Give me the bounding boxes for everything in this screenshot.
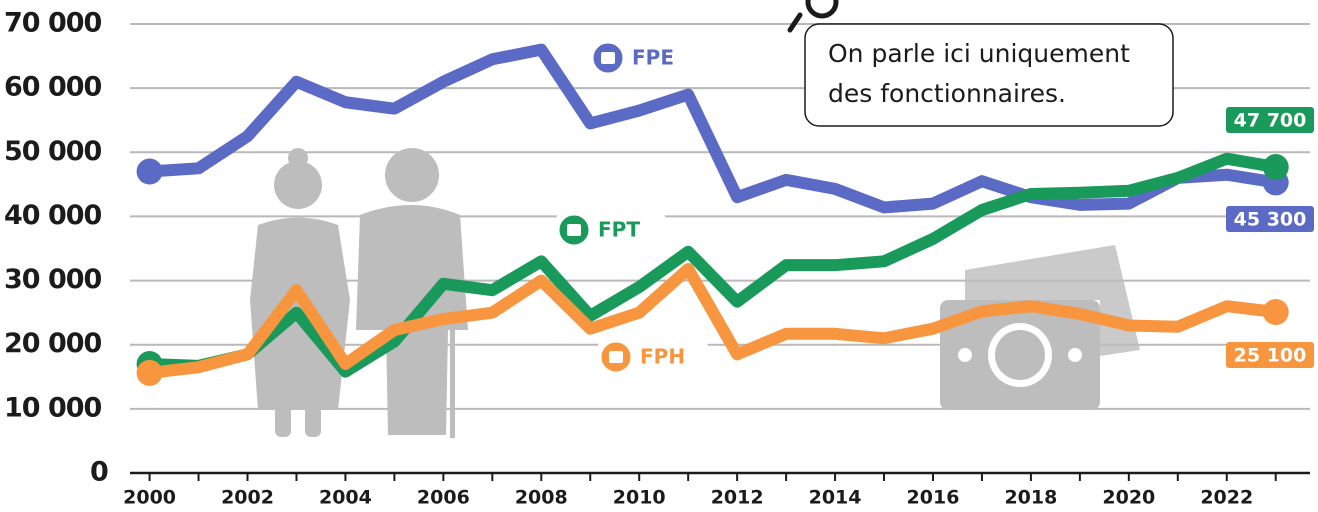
dot <box>958 348 972 362</box>
y-tick-label: 40 000 <box>4 200 102 231</box>
legend-label: FPE <box>632 46 674 70</box>
end-point <box>137 360 163 386</box>
value-label-text: 45 300 <box>1234 209 1307 231</box>
x-tick-label: 2006 <box>417 487 470 509</box>
chip-icon-glyph <box>609 351 623 363</box>
annotation: On parle ici uniquement des fonctionnair… <box>790 0 1173 126</box>
x-tick-label: 2010 <box>613 487 666 509</box>
series-chip: FPH <box>598 339 708 375</box>
woman-leg <box>275 405 291 437</box>
woman-leg <box>305 405 321 437</box>
value-label-text: 47 700 <box>1234 110 1307 132</box>
y-tick-label: 60 000 <box>4 72 102 103</box>
y-tick-label: 70 000 <box>4 8 102 39</box>
man-head <box>385 148 439 202</box>
woman-bun <box>288 148 308 168</box>
chart: On parle ici uniquement des fonctionnair… <box>0 0 1318 512</box>
chip-icon-glyph <box>601 52 615 64</box>
value-label: 47 700 <box>1226 107 1314 133</box>
x-tick-label: 2004 <box>319 487 372 509</box>
note-line: des fonctionnaires. <box>828 79 1066 108</box>
value-label: 25 100 <box>1226 342 1314 368</box>
woman-head <box>274 161 322 209</box>
legend-label: FPH <box>640 345 685 369</box>
chip-icon-glyph <box>567 224 581 236</box>
x-tick-label: 2008 <box>515 487 568 509</box>
x-tick-label: 2022 <box>1200 487 1253 509</box>
y-tick-label: 0 <box>90 457 108 488</box>
magnifier-handle <box>790 15 800 30</box>
series-chip: FPT <box>556 212 666 248</box>
value-label: 45 300 <box>1226 206 1314 232</box>
value-label-text: 25 100 <box>1234 345 1307 367</box>
end-point <box>1263 154 1289 180</box>
y-tick-label: 30 000 <box>4 264 102 295</box>
end-point <box>1263 299 1289 325</box>
x-tick-label: 2020 <box>1102 487 1155 509</box>
coin-inner <box>995 330 1045 380</box>
y-tick-label: 20 000 <box>4 328 102 359</box>
y-tick-label: 50 000 <box>4 136 102 167</box>
y-tick-label: 10 000 <box>4 392 102 423</box>
series-chip: FPE <box>590 40 700 76</box>
x-tick-label: 2012 <box>711 487 764 509</box>
dot <box>1068 348 1082 362</box>
x-tick-label: 2000 <box>123 487 176 509</box>
magnifier <box>808 0 836 16</box>
x-tick-label: 2014 <box>809 487 862 509</box>
note-line: On parle ici uniquement <box>828 39 1130 68</box>
x-tick-label: 2016 <box>907 487 960 509</box>
legend-label: FPT <box>598 218 640 242</box>
end-point <box>137 159 163 185</box>
x-tick-label: 2018 <box>1004 487 1057 509</box>
x-tick-label: 2002 <box>221 487 274 509</box>
